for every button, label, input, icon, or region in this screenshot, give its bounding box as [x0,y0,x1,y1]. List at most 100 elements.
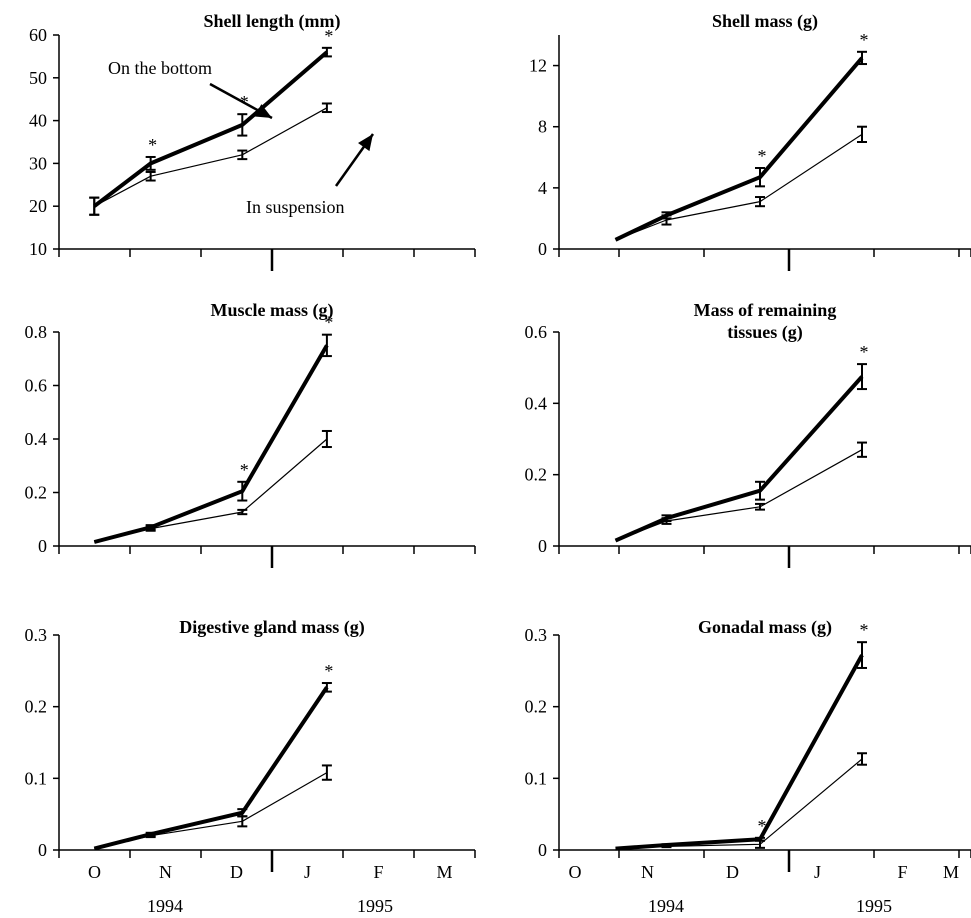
error-bar [321,682,332,693]
chart-title: tissues (g) [727,322,803,343]
y-tick-label: 0 [538,840,547,860]
error-bar [237,508,248,516]
panel-6: Gonadal mass (g) 0 0.1 0.2 0.3 O N D J F M 1994 1995… [525,617,971,916]
y-tick-label: 0 [538,239,547,259]
significance-star: * [860,620,869,640]
series-line-bottom [93,344,329,544]
arrow-to-suspension-line [334,133,375,187]
y-tick-label: 0.8 [25,322,48,342]
y-tick-label: 40 [29,111,47,131]
y-tick-label: 0.4 [25,429,48,449]
error-bar [237,480,248,502]
error-bar [755,196,765,208]
y-tick-label: 0.2 [525,697,548,717]
chart-title: Gonadal mass (g) [698,617,832,638]
panel-5: Digestive gland mass (g) 0 0.1 0.2 0.3 O N D J F M… [25,617,476,916]
error-bar [321,764,332,781]
month-label: D [230,862,243,882]
error-bar [857,752,867,766]
error-bar [89,196,100,216]
y-tick-label: 0 [538,536,547,556]
error-bar [857,641,867,669]
significance-star: * [758,146,767,166]
error-bar [661,843,672,847]
y-tick-label: 0.6 [525,322,548,342]
error-bar [857,50,867,66]
y-tick-label: 0.6 [25,376,48,396]
error-bar [321,46,332,58]
y-tick-label: 4 [538,178,547,198]
error-bar [755,836,765,842]
month-label: N [159,862,172,882]
significance-star: * [324,661,333,681]
year-label: 1995 [856,896,892,916]
y-tick-label: 0.3 [525,625,548,645]
month-label: M [943,862,959,882]
y-tick-label: 0.1 [25,768,48,788]
panel-3: Muscle mass (g) 0 0.2 0.4 0.6 0.8 * * [25,300,476,568]
chart-title: Shell length (mm) [204,11,341,32]
error-bar [145,524,156,531]
significance-star: * [240,460,249,480]
error-bar [755,480,765,501]
significance-star: * [860,30,869,50]
error-bar [237,808,248,818]
panel-2: Shell mass (g) 0 4 8 12 * * [529,11,971,271]
error-bar [661,514,672,523]
series-line-bottom [93,686,329,851]
significance-star: * [148,135,157,155]
year-label: 1994 [648,896,684,916]
year-label: 1994 [147,896,183,916]
month-label: F [373,862,383,882]
y-tick-label: 0.2 [525,465,548,485]
error-bar [237,113,248,137]
error-bar [857,363,867,391]
significance-star: * [324,313,333,333]
y-tick-label: 0.2 [25,697,48,717]
y-tick-label: 10 [29,239,47,259]
chart-title: Digestive gland mass (g) [179,617,365,638]
series-line-bottom [614,375,864,543]
month-label: F [897,862,907,882]
chart-title: Shell mass (g) [712,11,818,32]
y-tick-label: 0.1 [525,768,548,788]
series-line-suspension [94,438,328,543]
series-line-suspension [94,772,328,850]
y-tick-label: 12 [529,56,547,76]
error-bar [237,149,248,161]
error-bar [661,211,672,220]
error-bar [145,155,156,171]
error-bar [857,125,867,143]
y-tick-label: 30 [29,153,47,173]
y-tick-label: 8 [538,117,547,137]
month-label: M [436,862,452,882]
series-line-suspension [94,107,328,207]
series-line-bottom [93,50,329,208]
significance-star: * [860,342,869,362]
month-label: N [641,862,654,882]
error-bar [145,831,156,837]
series-line-suspension [615,133,863,241]
error-bar [145,170,156,182]
y-tick-label: 50 [29,68,47,88]
month-label: J [304,862,311,882]
y-tick-label: 0.3 [25,625,48,645]
chart-title: Muscle mass (g) [211,300,334,321]
y-tick-label: 0.2 [25,483,48,503]
significance-star: * [758,816,767,836]
series-line-suspension [615,758,863,850]
arrow-to-bottom-line [209,82,273,120]
series-line-bottom [615,654,864,851]
series-line-bottom [614,56,864,242]
month-label: D [726,862,739,882]
y-tick-label: 0 [38,840,47,860]
error-bar [755,166,765,188]
y-tick-label: 20 [29,196,47,216]
chart-title: Mass of remaining [694,300,837,320]
month-label: O [88,862,101,882]
error-bar [321,102,332,114]
error-bar [321,333,332,358]
